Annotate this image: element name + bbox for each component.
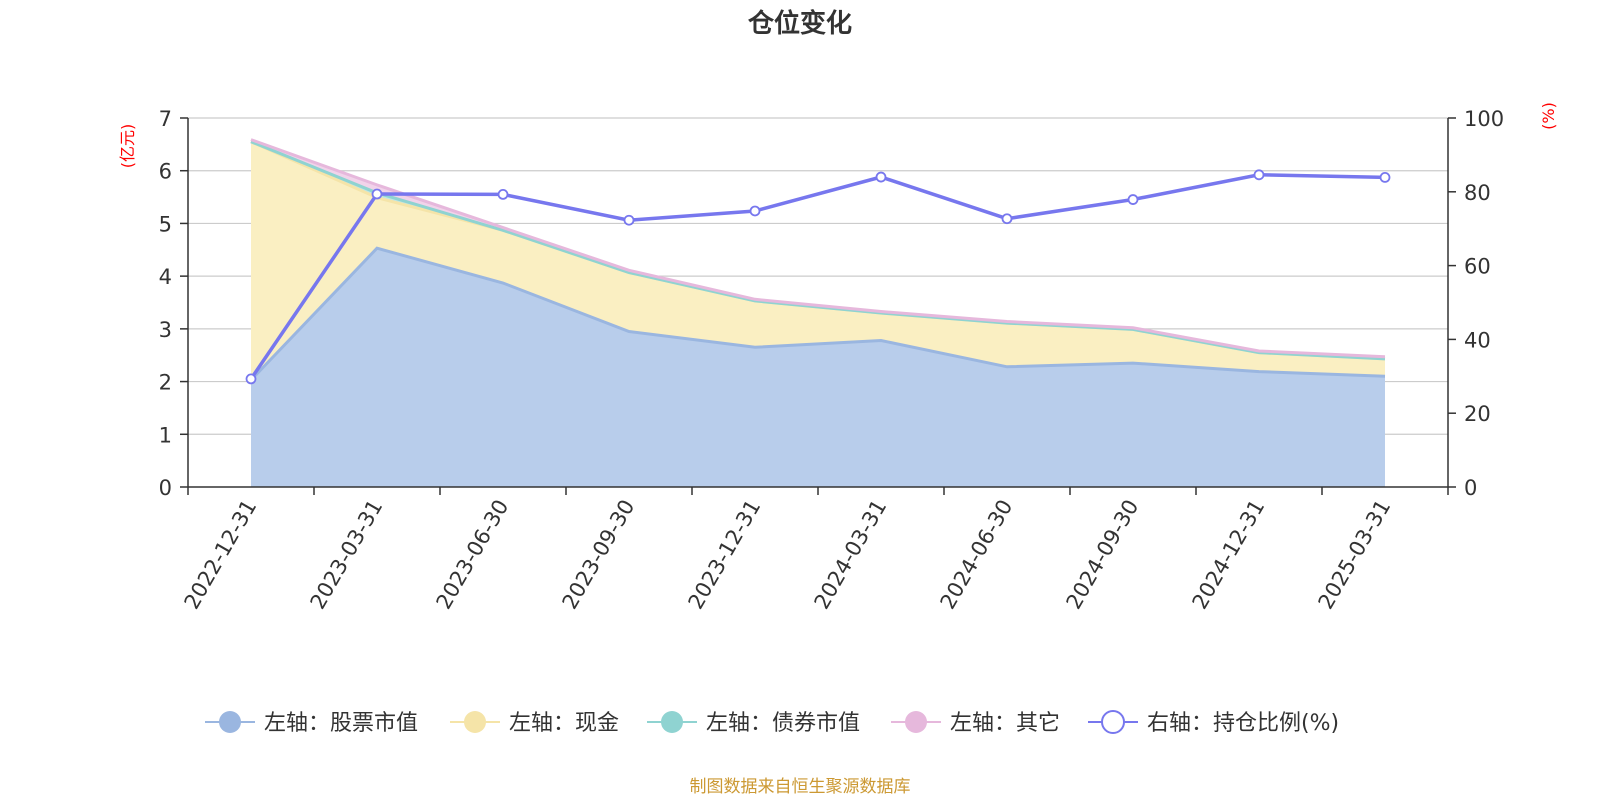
legend-swatch-circle — [219, 711, 241, 733]
data-source-note: 制图数据来自恒生聚源数据库 — [690, 777, 911, 797]
legend-label: 左轴：债券市值 — [706, 711, 860, 736]
ratio-point — [623, 214, 635, 226]
right-axis-tick-label: 40 — [1464, 328, 1491, 352]
x-axis-tick-label: 2024-09-30 — [1062, 496, 1144, 614]
x-axis-tick-label: 2024-03-31 — [810, 496, 892, 614]
chart-title: 仓位变化 — [747, 8, 852, 39]
ratio-line — [245, 169, 1391, 385]
x-axis-tick-label: 2022-12-31 — [180, 496, 262, 614]
x-axis-tick-label: 2024-06-30 — [936, 496, 1018, 614]
right-axis-tick-label: 100 — [1464, 107, 1504, 131]
right-axis-tick-label: 0 — [1464, 476, 1477, 500]
area-edge-左轴：债券市值 — [250, 140, 1386, 361]
right-axis-unit: (%) — [1539, 102, 1558, 130]
left-axis-tick-label: 0 — [159, 476, 172, 500]
left-axis-tick-label: 4 — [159, 265, 172, 289]
right-axis-tick-label: 20 — [1464, 402, 1491, 426]
ratio-point — [1001, 213, 1013, 225]
ratio-point — [245, 373, 257, 385]
ratio-point — [749, 205, 761, 217]
right-axis-tick-label: 80 — [1464, 181, 1491, 205]
right-axis-tick-label: 60 — [1464, 255, 1491, 279]
ratio-point — [1379, 172, 1391, 183]
ratio-point — [1127, 194, 1139, 205]
x-axis-tick-label: 2023-09-30 — [558, 496, 640, 614]
x-axis-tick-label: 2023-06-30 — [432, 496, 514, 614]
ratio-point — [497, 188, 509, 200]
area-左轴：股票市值 — [251, 248, 1385, 487]
left-axis-tick-label: 5 — [159, 212, 172, 236]
left-axis-tick-label: 1 — [159, 423, 172, 447]
legend-swatch-circle — [661, 711, 683, 733]
legend-label: 左轴：其它 — [950, 711, 1060, 736]
left-axis-tick-label: 6 — [159, 160, 172, 184]
left-axis-tick-label: 2 — [159, 371, 172, 395]
area-edge-左轴：其它 — [250, 138, 1386, 359]
legend-label: 左轴：现金 — [509, 711, 619, 736]
legend-swatch-circle — [1101, 710, 1125, 734]
stacked-areas — [249, 138, 1386, 487]
area-edge-左轴：股票市值 — [249, 246, 1386, 382]
legend-swatch-circle — [905, 711, 927, 733]
ratio-point — [875, 171, 887, 183]
left-axis-unit: (亿元) — [118, 124, 137, 169]
ratio-point — [1253, 169, 1265, 181]
x-axis-tick-label: 2025-03-31 — [1314, 496, 1396, 614]
ratio-line-path — [249, 173, 1386, 380]
legend-label: 左轴：股票市值 — [264, 711, 418, 736]
x-axis-tick-label: 2023-03-31 — [306, 496, 388, 614]
left-axis-tick-label: 7 — [159, 107, 172, 131]
x-axis-tick-label: 2023-12-31 — [684, 496, 766, 614]
left-axis-tick-label: 3 — [159, 318, 172, 342]
legend-swatch-circle — [464, 711, 486, 733]
legend: 左轴：股票市值 左轴：现金 左轴：债券市值 左轴：其它 右轴：持仓比例(%) — [205, 710, 1339, 736]
ratio-point — [371, 188, 383, 200]
area-左轴：现金 — [251, 141, 1385, 380]
legend-label: 右轴：持仓比例(%) — [1147, 711, 1339, 736]
x-axis-tick-label: 2024-12-31 — [1188, 496, 1270, 614]
